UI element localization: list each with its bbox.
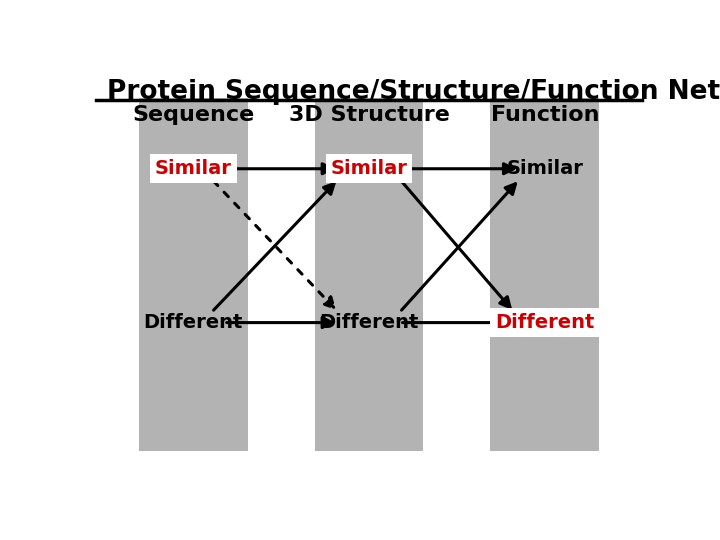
Text: Similar: Similar — [330, 159, 408, 178]
Text: Similar: Similar — [506, 159, 583, 178]
Text: Similar: Similar — [155, 159, 232, 178]
Text: Different: Different — [495, 313, 595, 332]
Text: Different: Different — [143, 313, 243, 332]
Bar — [139, 98, 248, 451]
Text: Sequence: Sequence — [132, 105, 254, 125]
Bar — [490, 98, 599, 451]
Bar — [315, 98, 423, 451]
Text: Protein Sequence/Structure/Function Network: Protein Sequence/Structure/Function Netw… — [107, 79, 720, 105]
Text: Different: Different — [319, 313, 419, 332]
Text: Function: Function — [490, 105, 599, 125]
Text: 3D Structure: 3D Structure — [289, 105, 449, 125]
